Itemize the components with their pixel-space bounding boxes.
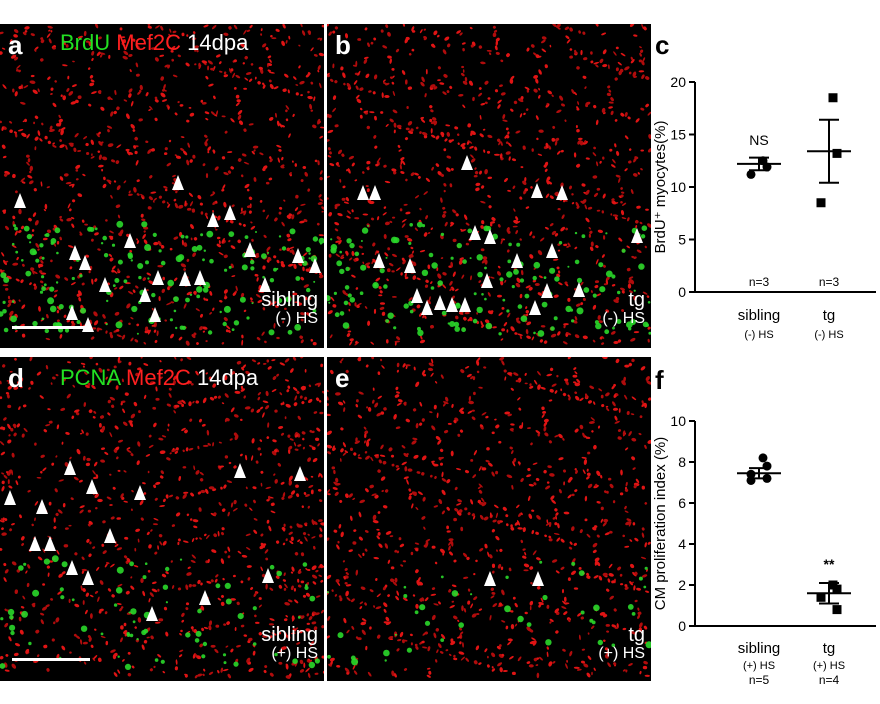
n-label: n=3 [819, 275, 840, 289]
x-category-sublabel: (+) HS [743, 660, 775, 672]
x-category-label: sibling [738, 307, 781, 324]
y-tick-label: 10 [670, 413, 686, 429]
significance-label: NS [749, 132, 768, 148]
tissue-section-image [0, 24, 324, 346]
panel-d-condition: sibling (+) HS [261, 625, 318, 663]
timepoint-label: 14dpa [187, 30, 249, 55]
condition-label: (+) HS [598, 645, 645, 662]
y-tick-label: 5 [678, 232, 686, 248]
y-tick-label: 0 [678, 618, 686, 634]
panel-a-condition: sibling (-) HS [261, 290, 318, 328]
panel-label-f: f [655, 365, 664, 395]
panel-e-condition: tg (+) HS [598, 625, 645, 663]
x-category-label: sibling [738, 640, 781, 657]
condition-label: (+) HS [271, 645, 318, 662]
panel-label-d: d [8, 363, 24, 393]
y-tick-label: 6 [678, 495, 686, 511]
y-tick-label: 2 [678, 577, 686, 593]
stain-legend: BrdU Mef2C 14dpa [60, 32, 248, 54]
tissue-section-image [0, 357, 324, 679]
panel-label-b: b [335, 30, 351, 60]
chart-f: f 0 2 4 6 8 10 CM proliferation index (%) ** sib… [651, 357, 880, 699]
n-label: n=5 [749, 673, 770, 687]
data-point [746, 475, 756, 485]
scale-bar [12, 658, 90, 661]
stain-green-label: PCNA [60, 365, 120, 390]
data-point [816, 592, 826, 602]
panel-label-e: e [335, 363, 350, 393]
y-tick-label: 0 [678, 284, 686, 300]
y-tick-label: 8 [678, 454, 686, 470]
stain-red-label: Mef2C [126, 365, 191, 390]
panel-b-image: b tg (-) HS [327, 24, 651, 348]
x-category-sublabel: (-) HS [744, 329, 773, 341]
scale-bar [12, 326, 90, 329]
tissue-section-image [327, 357, 651, 679]
y-axis-label: BrdU⁺ myocytes(%) [652, 121, 669, 254]
significance-label: ** [824, 556, 835, 572]
data-point [758, 453, 768, 463]
data-point [746, 469, 756, 479]
condition-label: (-) HS [602, 310, 645, 327]
scatter-plot-c: 0 5 10 15 20 BrdU⁺ myocytes(%) NS n=3 n=3 sibling… [652, 74, 876, 341]
x-category-label: tg [823, 640, 836, 657]
condition-label: (-) HS [275, 310, 318, 327]
data-point [832, 605, 842, 615]
data-point [746, 169, 756, 179]
group-label: tg [628, 624, 645, 646]
y-tick-label: 15 [670, 127, 686, 143]
data-point [828, 93, 838, 103]
group-label: sibling [261, 289, 318, 311]
panel-e-image: e tg (+) HS [327, 357, 651, 681]
data-point [816, 198, 826, 208]
y-tick-label: 20 [670, 74, 686, 90]
y-tick-label: 10 [670, 179, 686, 195]
chart-c: c 0 5 10 15 20 BrdU⁺ myocytes(%) NS n=3 n=3 sibli… [651, 24, 880, 354]
x-category-label: tg [823, 307, 836, 324]
panel-d-image: d PCNA Mef2C 14dpa sibling (+) HS [0, 357, 324, 681]
panel-b-condition: tg (-) HS [602, 290, 645, 328]
tissue-section-image [327, 24, 651, 346]
stain-green-label: BrdU [60, 30, 111, 55]
stain-legend: PCNA Mef2C 14dpa [60, 367, 258, 389]
stain-red-label: Mef2C [116, 30, 182, 55]
panel-a-image: a BrdU Mef2C 14dpa sibling (-) HS [0, 24, 324, 348]
y-tick-label: 4 [678, 536, 686, 552]
data-point [832, 584, 842, 594]
group-label: tg [628, 289, 645, 311]
panel-label-a: a [8, 30, 23, 60]
n-label: n=3 [749, 275, 770, 289]
timepoint-label: 14dpa [196, 365, 259, 390]
data-point [832, 148, 842, 158]
x-category-sublabel: (+) HS [813, 660, 845, 672]
panel-label-c: c [655, 30, 670, 60]
data-point [762, 461, 772, 471]
y-axis-label: CM proliferation index (%) [652, 437, 669, 610]
group-label: sibling [261, 624, 318, 646]
n-label: n=4 [819, 673, 840, 687]
x-category-sublabel: (-) HS [814, 329, 843, 341]
